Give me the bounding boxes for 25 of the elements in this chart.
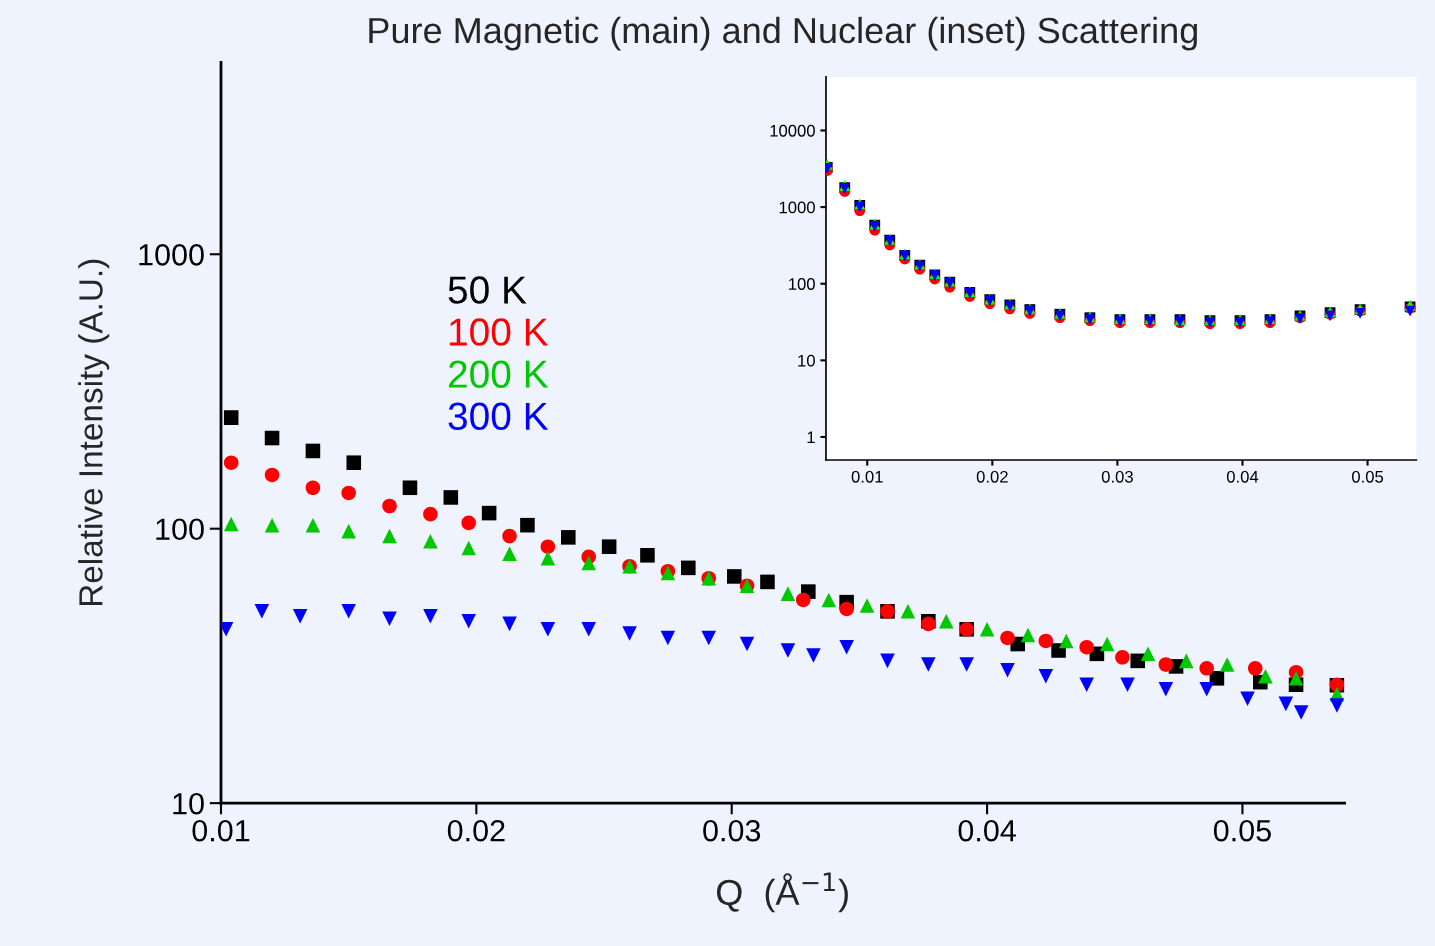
x-tick-label: 0.02 — [447, 819, 505, 842]
x-axis-title: Q (Å$^{−1}$) — [716, 872, 848, 913]
text: 50 K — [448, 276, 527, 304]
y-tick-label: 1000 — [779, 201, 815, 214]
x-tick-label: 0.05 — [1213, 819, 1271, 842]
text: 300 K — [448, 402, 549, 431]
x-tick-label: 0.03 — [703, 819, 761, 842]
y-tick-label: 100 — [156, 518, 204, 541]
x-tick-label: 0.03 — [1101, 470, 1133, 483]
x-tick-label: 0.04 — [1226, 470, 1259, 483]
x-tick-label: 0.02 — [976, 470, 1008, 483]
x-tick-label: 0.01 — [851, 470, 883, 483]
y-tick-label: 10 — [173, 792, 204, 815]
y-axis-title: Relative Intensity (A.U.) — [78, 259, 110, 606]
text: 100 K — [449, 318, 549, 346]
y-tick-label: 100 — [789, 278, 815, 290]
y-tick-label: 10 — [798, 354, 815, 367]
text: 200 K — [448, 360, 549, 388]
y-tick-label: 1000 — [139, 244, 204, 266]
chart-title: Pure Magnetic (main) and Nuclear (inset) Scattering — [369, 16, 1197, 51]
x-tick-label: 0.04 — [958, 819, 1016, 842]
y-tick-label: 1 — [807, 431, 815, 444]
x-tick-label: 0.01 — [192, 819, 250, 842]
y-tick-label: 10000 — [770, 124, 815, 137]
x-tick-label: 0.05 — [1352, 470, 1384, 483]
